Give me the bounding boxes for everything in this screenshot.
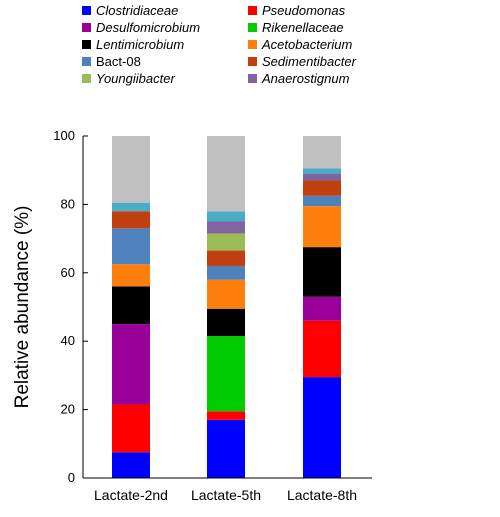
y-tick-label-20: 20 [61,402,75,417]
category-label-lactate-2nd: Lactate-2nd [94,487,168,503]
bar-segment-lactate-8th-anaerostignum [303,173,341,181]
category-label-lactate-8th: Lactate-8th [287,487,357,503]
bar-segment-lactate-5th-acetobacterium [207,279,245,309]
bar-segment-lactate-5th-bact-08 [207,265,245,280]
bar-segment-lactate-8th-acetobacterium [303,206,341,248]
bars-group [112,136,341,478]
legend-swatch-youngiibacter [82,74,91,83]
legend-swatch-sedimentibacter [248,57,257,66]
legend-swatch-rikenellaceae [248,23,257,32]
bar-segment-lactate-2nd-acetobacterium [112,264,150,287]
y-tick-label-0: 0 [68,470,75,485]
bar-segment-lactate-5th-sedimentibacter [207,250,245,266]
bar-segment-lactate-2nd-bact-08 [112,228,150,265]
bar-segment-lactate-8th-series-11 [303,168,341,174]
legend-swatch-acetobacterium [248,40,257,49]
bar-segment-lactate-2nd-desulfomicrobium [112,324,150,405]
bar-segment-lactate-2nd-pseudomonas [112,404,150,453]
bar-segment-lactate-2nd-series-12 [112,136,150,203]
legend-label-bact-08: Bact-08 [96,54,141,69]
x-axis: Lactate-2nd Lactate-5th Lactate-8th [83,477,372,503]
bar-segment-lactate-2nd-lentimicrobium [112,286,150,325]
bar-segment-lactate-5th-series-12 [207,136,245,212]
bar-segment-lactate-8th-desulfomicrobium [303,296,341,321]
bar-segment-lactate-2nd-clostridiaceae [112,452,150,478]
legend-label-pseudomonas: Pseudomonas [262,3,346,18]
legend-label-acetobacterium: Acetobacterium [261,37,352,52]
legend-swatch-clostridiaceae [82,6,91,15]
y-tick-label-80: 80 [61,196,75,211]
legend-label-desulfomicrobium: Desulfomicrobium [96,20,200,35]
bar-segment-lactate-8th-clostridiaceae [303,377,341,478]
bar-segment-lactate-8th-series-12 [303,136,341,169]
y-tick-label-100: 100 [53,128,75,143]
bar-segment-lactate-8th-sedimentibacter [303,180,341,196]
bar-segment-lactate-8th-pseudomonas [303,320,341,378]
bar-segment-lactate-5th-pseudomonas [207,411,245,420]
bar-segment-lactate-2nd-sedimentibacter [112,211,150,229]
legend-swatch-pseudomonas [248,6,257,15]
y-axis-title: Relative abundance (%) [12,206,33,409]
legend-swatch-anaerostignum [248,74,257,83]
bar-segment-lactate-5th-youngiibacter [207,233,245,251]
y-tick-label-60: 60 [61,265,75,280]
bar-segment-lactate-5th-series-11 [207,211,245,222]
legend-label-clostridiaceae: Clostridiaceae [96,3,178,18]
legend-label-sedimentibacter: Sedimentibacter [262,54,357,69]
legend-label-rikenellaceae: Rikenellaceae [262,20,344,35]
bar-segment-lactate-5th-anaerostignum [207,221,245,234]
legend-swatch-bact-08 [82,57,91,66]
legend-label-lentimicrobium: Lentimicrobium [96,37,184,52]
y-axis: 0 20 40 60 80 100 [53,128,88,485]
bar-segment-lactate-5th-rikenellaceae [207,336,245,412]
chart-legend: Clostridiaceae Pseudomonas Desulfomicrobiu… [82,3,357,86]
legend-swatch-lentimicrobium [82,40,91,49]
legend-swatch-desulfomicrobium [82,23,91,32]
legend-label-youngiibacter: Youngiibacter [96,71,175,86]
bar-segment-lactate-8th-lentimicrobium [303,247,341,297]
bar-segment-lactate-8th-bact-08 [303,195,341,207]
bar-segment-lactate-5th-lentimicrobium [207,308,245,337]
bar-segment-lactate-2nd-series-11 [112,202,150,212]
category-label-lactate-5th: Lactate-5th [191,487,261,503]
bar-segment-lactate-5th-clostridiaceae [207,419,245,478]
y-tick-label-40: 40 [61,333,75,348]
legend-label-anaerostignum: Anaerostignum [261,71,350,86]
